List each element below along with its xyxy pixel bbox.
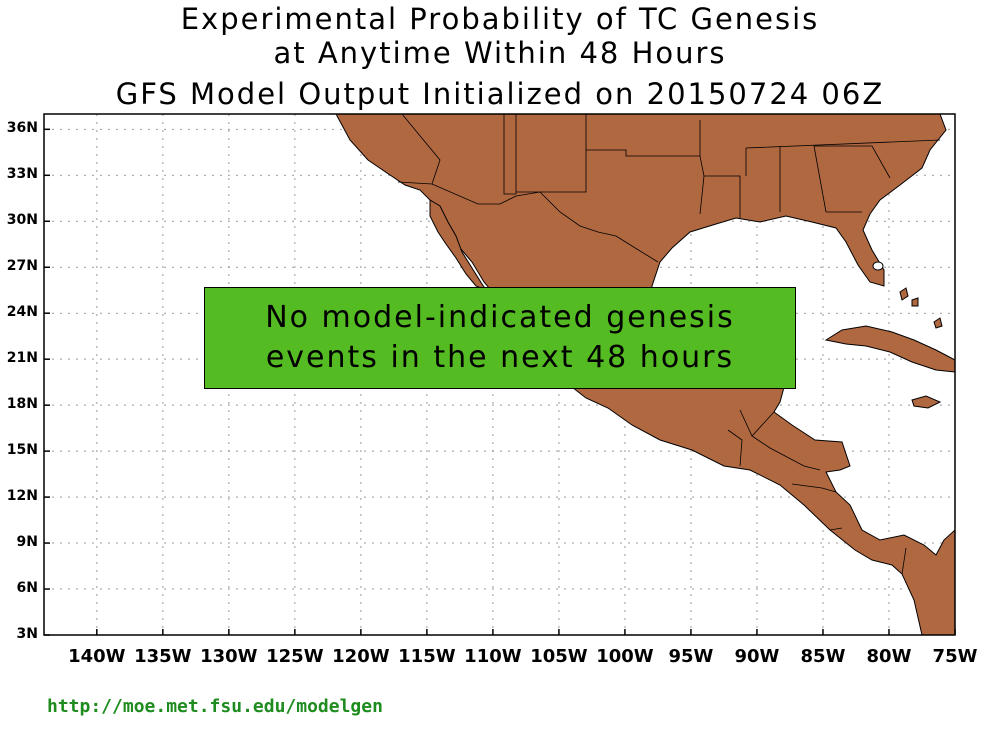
land-bahamas [899,287,943,329]
lon-label-80w: 80W [866,646,912,667]
lon-label-75w: 75W [932,646,978,667]
lat-label-12n: 12N [6,488,38,505]
lon-label-85w: 85W [800,646,846,667]
notice-line-1: No model-indicated genesis [265,300,735,335]
lon-label-95w: 95W [668,646,714,667]
lon-label-140w: 140W [68,646,126,667]
lat-label-30n: 30N [6,212,38,229]
lat-label-21n: 21N [6,350,38,367]
lat-label-36n: 36N [6,120,38,137]
political-boundaries [397,114,941,575]
lon-label-105w: 105W [530,646,588,667]
lat-label-27n: 27N [6,258,38,275]
source-url: http://moe.met.fsu.edu/modelgen [47,696,383,717]
lat-label-15n: 15N [6,442,38,459]
lon-label-100w: 100W [596,646,654,667]
lat-label-3n: 3N [16,626,38,642]
lon-label-115w: 115W [398,646,456,667]
land-jamaica [911,395,942,409]
lat-label-9n: 9N [16,534,38,551]
lat-label-24n: 24N [6,304,38,321]
lat-label-18n: 18N [6,396,38,413]
title-line-1: Experimental Probability of TC Genesis [180,2,820,36]
lon-label-120w: 120W [332,646,390,667]
axis-ticks [44,128,956,636]
lat-label-33n: 33N [6,166,38,183]
land-cuba [824,325,955,373]
title-line-2: at Anytime Within 48 Hours [273,36,727,70]
notice-line-2: events in the next 48 hours [265,340,735,375]
lon-label-125w: 125W [266,646,324,667]
lon-label-130w: 130W [200,646,258,667]
lat-label-6n: 6N [16,580,38,597]
title-line-3: GFS Model Output Initialized on 20150724… [115,77,885,111]
map-frame [43,113,956,636]
lon-label-135w: 135W [134,646,192,667]
no-genesis-notice: No model-indicated genesis events in the… [204,287,796,389]
lon-label-90w: 90W [734,646,780,667]
lon-label-110w: 110W [464,646,522,667]
